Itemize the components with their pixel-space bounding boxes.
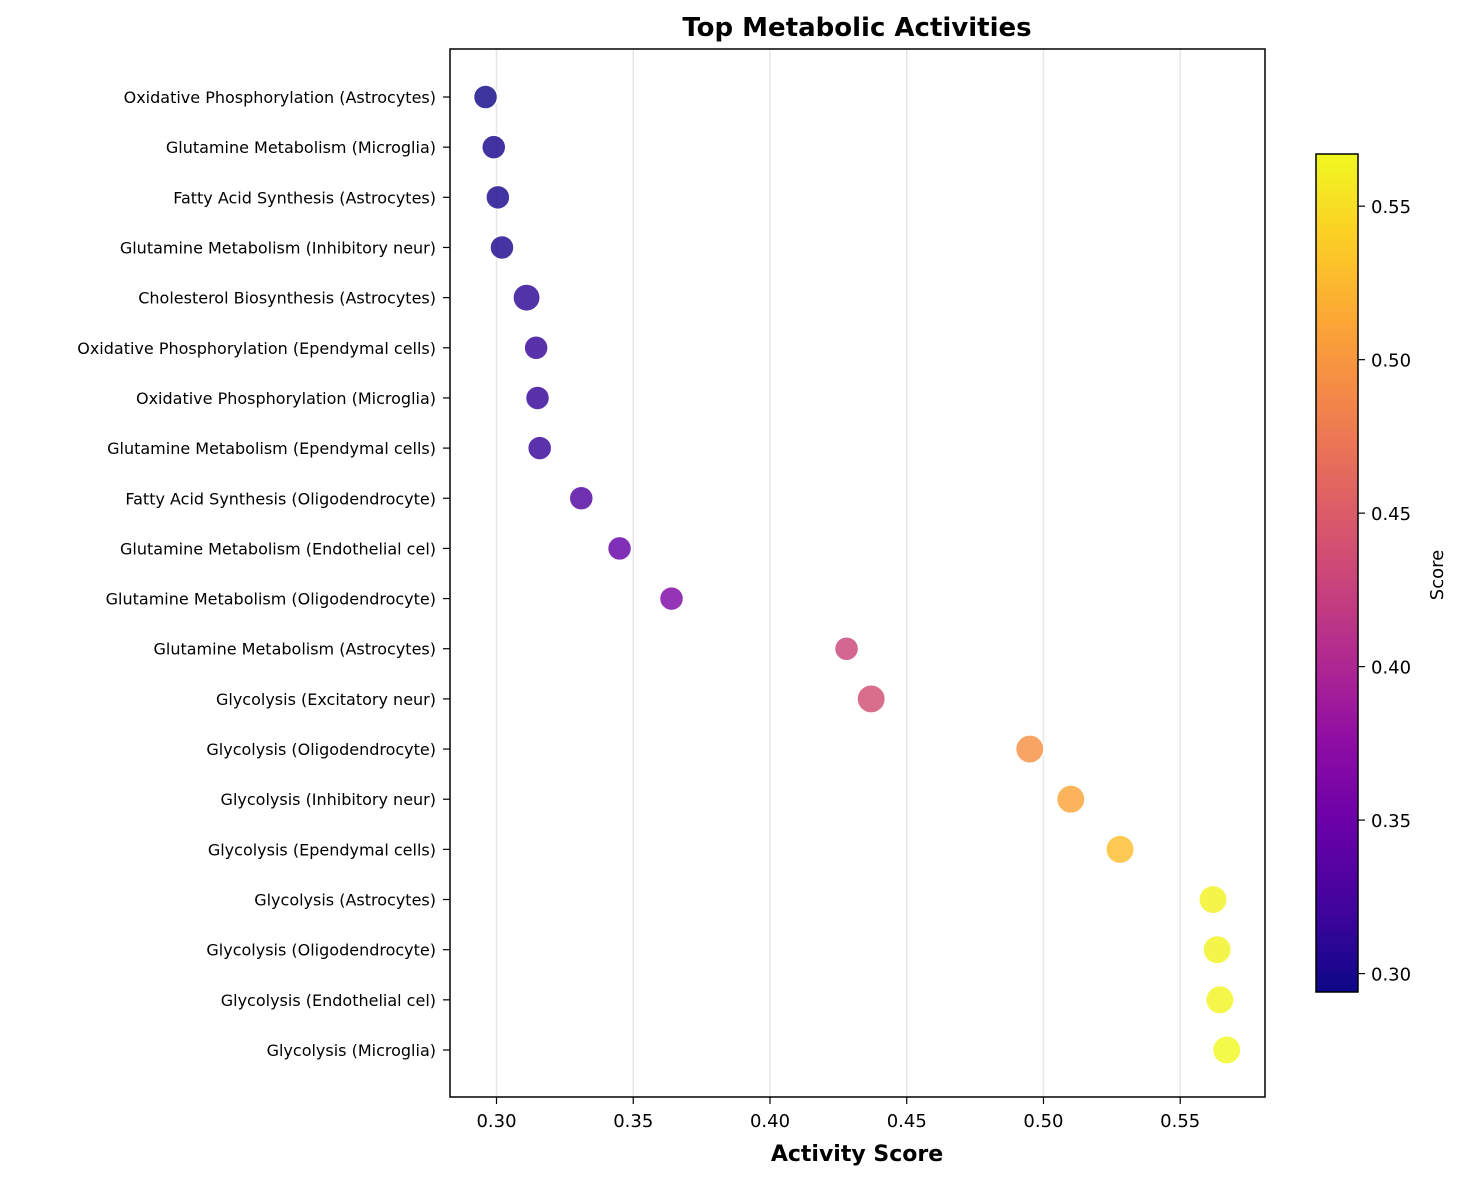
scatter-point xyxy=(1204,984,1235,1015)
x-tick-label: 0.45 xyxy=(887,1111,927,1132)
y-tick-label: Glycolysis (Endothelial cel) xyxy=(221,991,436,1010)
y-tick-label: Oxidative Phosphorylation (Microglia) xyxy=(136,389,436,408)
y-tick-label: Oxidative Phosphorylation (Astrocytes) xyxy=(124,88,436,107)
y-tick-label: Fatty Acid Synthesis (Oligodendrocyte) xyxy=(125,489,436,508)
y-tick-label: Cholesterol Biosynthesis (Astrocytes) xyxy=(138,289,436,308)
colorbar-ticks: 0.30 0.35 0.40 0.45 0.50 0.55 xyxy=(1358,197,1411,986)
scatter-point xyxy=(524,385,551,411)
y-tick-label: Glutamine Metabolism (Endothelial cel) xyxy=(120,539,436,558)
scatter-point xyxy=(833,635,860,662)
scatter-point xyxy=(1014,734,1045,765)
scatter-point xyxy=(568,485,595,512)
colorbar-tick-label: 0.45 xyxy=(1371,504,1411,525)
colorbar-gradient xyxy=(1315,153,1359,993)
scatter-point xyxy=(1105,834,1135,865)
scatter-point xyxy=(523,335,549,361)
y-tick-label: Glycolysis (Ependymal cells) xyxy=(208,840,436,859)
scatter-point xyxy=(658,585,685,612)
y-tick-label: Fatty Acid Synthesis (Astrocytes) xyxy=(173,188,436,207)
scatter-point xyxy=(606,535,633,562)
colorbar-tick-label: 0.55 xyxy=(1371,197,1411,218)
colorbar-tick-label: 0.30 xyxy=(1371,965,1411,986)
scatter-point xyxy=(1198,884,1228,915)
y-tick-label: Glutamine Metabolism (Microglia) xyxy=(166,138,436,157)
data-points xyxy=(472,84,1242,1065)
y-axis: Oxidative Phosphorylation (Astrocytes) Gl… xyxy=(77,88,450,1060)
scatter-point xyxy=(489,234,515,261)
y-tick-label: Glycolysis (Microglia) xyxy=(267,1041,436,1060)
colorbar-tick-label: 0.35 xyxy=(1371,811,1411,832)
colorbar-label: Score xyxy=(1427,550,1448,600)
y-tick-label: Glycolysis (Inhibitory neur) xyxy=(221,790,436,809)
scatter-point xyxy=(472,84,499,110)
x-tick-label: 0.55 xyxy=(1160,1111,1200,1132)
y-tick-label: Glycolysis (Astrocytes) xyxy=(254,891,436,910)
y-tick-label: Glycolysis (Excitatory neur) xyxy=(216,690,436,709)
y-tick-label: Glycolysis (Oligodendrocyte) xyxy=(206,941,436,960)
x-axis: 0.30 0.35 0.40 0.45 0.50 0.55 xyxy=(476,1097,1200,1132)
y-tick-label: Glycolysis (Oligodendrocyte) xyxy=(206,740,436,759)
x-tick-label: 0.30 xyxy=(476,1111,516,1132)
y-tick-label: Glutamine Metabolism (Ependymal cells) xyxy=(107,439,436,458)
scatter-point xyxy=(856,683,887,714)
y-tick-label: Glutamine Metabolism (Inhibitory neur) xyxy=(120,238,436,257)
plot-frame xyxy=(449,48,1266,1098)
x-axis-label: Activity Score xyxy=(771,1142,943,1167)
scatter-point xyxy=(485,184,511,211)
gridlines xyxy=(495,49,1181,1097)
colorbar-tick-label: 0.50 xyxy=(1371,351,1411,372)
x-tick-label: 0.50 xyxy=(1023,1111,1063,1132)
scatter-point xyxy=(1202,934,1233,965)
scatter-point xyxy=(512,283,542,313)
y-tick-label: Oxidative Phosphorylation (Ependymal cel… xyxy=(77,339,436,358)
x-tick-label: 0.35 xyxy=(613,1111,653,1132)
colorbar: 0.30 0.35 0.40 0.45 0.50 0.55 Score xyxy=(1315,153,1448,993)
colorbar-tick-label: 0.40 xyxy=(1371,658,1411,679)
y-tick-label: Glutamine Metabolism (Astrocytes) xyxy=(153,640,436,659)
scatter-point xyxy=(481,134,507,160)
x-tick-label: 0.40 xyxy=(750,1111,790,1132)
scatter-point xyxy=(1055,784,1086,815)
scatter-point xyxy=(1211,1035,1242,1065)
scatter-point xyxy=(526,435,553,461)
y-tick-label: Glutamine Metabolism (Oligodendrocyte) xyxy=(106,590,436,609)
chart-title: Top Metabolic Activities xyxy=(682,13,1031,43)
